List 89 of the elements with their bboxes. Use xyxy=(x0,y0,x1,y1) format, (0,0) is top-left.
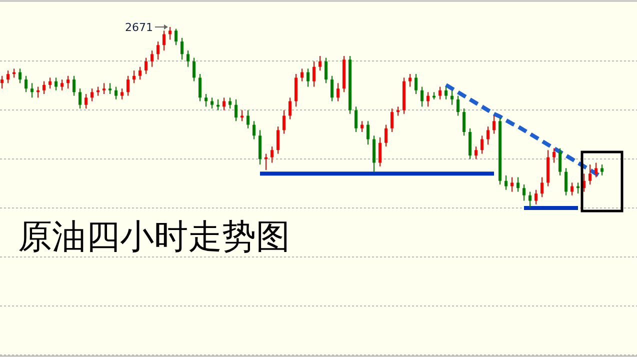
candlestick xyxy=(420,86,424,108)
candlestick xyxy=(288,97,292,120)
candlestick xyxy=(480,135,484,154)
candlestick xyxy=(456,95,460,116)
candlestick xyxy=(120,88,124,100)
candlestick xyxy=(60,78,64,91)
candlestick xyxy=(510,176,514,192)
candlestick xyxy=(600,164,604,176)
candlestick xyxy=(330,75,334,102)
candlestick xyxy=(516,176,520,192)
candlestick xyxy=(174,28,178,46)
candlestick xyxy=(246,110,250,129)
candlestick xyxy=(0,75,4,90)
candlestick xyxy=(222,97,226,111)
candlestick xyxy=(450,90,454,106)
candlestick xyxy=(522,184,526,202)
candlestick xyxy=(378,136,382,167)
candlestick xyxy=(534,189,538,205)
candlestick xyxy=(336,82,340,102)
candlestick xyxy=(150,50,154,68)
candlestick xyxy=(360,120,364,132)
candlestick xyxy=(564,168,568,196)
candlestick xyxy=(384,124,388,147)
candlestick xyxy=(144,57,148,75)
candlestick xyxy=(468,128,472,160)
candlestick xyxy=(210,97,214,109)
candlestick xyxy=(366,120,370,146)
candlestick xyxy=(180,37,184,60)
candlestick xyxy=(6,70,10,84)
candlestick xyxy=(486,126,490,146)
candlestick xyxy=(162,30,166,52)
candlestick xyxy=(270,146,274,164)
candlestick xyxy=(294,74,298,108)
candlestick xyxy=(108,82,112,94)
candlestick xyxy=(438,86,442,100)
candlestick xyxy=(372,135,376,172)
candlestick xyxy=(504,174,508,190)
candlestick xyxy=(300,68,304,82)
candlestick xyxy=(492,115,496,134)
candlestick xyxy=(552,148,556,164)
candlestick xyxy=(570,182,574,196)
candlestick xyxy=(66,75,70,90)
candlestick xyxy=(228,97,232,109)
candlestick xyxy=(138,66,142,80)
candlestick xyxy=(444,86,448,100)
candlestick xyxy=(258,130,262,166)
candlestick xyxy=(72,75,76,96)
candlestick xyxy=(462,108,466,136)
candlestick xyxy=(426,92,430,108)
text: 原油四小时走势图 xyxy=(18,217,290,257)
candlestick xyxy=(318,55,322,71)
candlestick xyxy=(240,110,244,122)
candlestick xyxy=(306,68,310,88)
candlestick xyxy=(30,82,34,98)
candlestick xyxy=(90,88,94,102)
candlestick xyxy=(192,57,196,82)
candlestick xyxy=(414,74,418,94)
candlestick xyxy=(474,146,478,160)
candlestick xyxy=(132,70,136,84)
candlestick xyxy=(594,162,598,178)
candlestick xyxy=(18,68,22,84)
candlestick xyxy=(558,148,562,176)
candlestick xyxy=(186,50,190,68)
annotation: 2671 xyxy=(125,21,153,34)
candlestick xyxy=(156,40,160,60)
candlestick xyxy=(234,98,238,122)
candlestick xyxy=(198,74,202,102)
candlestick xyxy=(102,82,106,94)
candlestick xyxy=(24,75,28,93)
candlestick xyxy=(42,80,46,94)
candlestick xyxy=(78,88,82,109)
candlestick xyxy=(84,93,88,109)
candlestick xyxy=(252,120,256,140)
candlestick xyxy=(540,176,544,198)
candlestick xyxy=(282,110,286,134)
candlestick xyxy=(48,77,52,90)
candlestick xyxy=(276,126,280,154)
candlestick xyxy=(54,77,58,91)
candlestick xyxy=(114,86,118,100)
candlestick xyxy=(126,75,130,96)
candlestick xyxy=(588,164,592,185)
candlestick xyxy=(528,191,532,208)
candlestick xyxy=(204,93,208,108)
candlestick xyxy=(354,106,358,132)
candlestick xyxy=(312,60,316,88)
candlestick xyxy=(324,57,328,84)
candlestick xyxy=(168,26,172,40)
candlestick xyxy=(408,74,412,88)
candlestick xyxy=(390,108,394,132)
